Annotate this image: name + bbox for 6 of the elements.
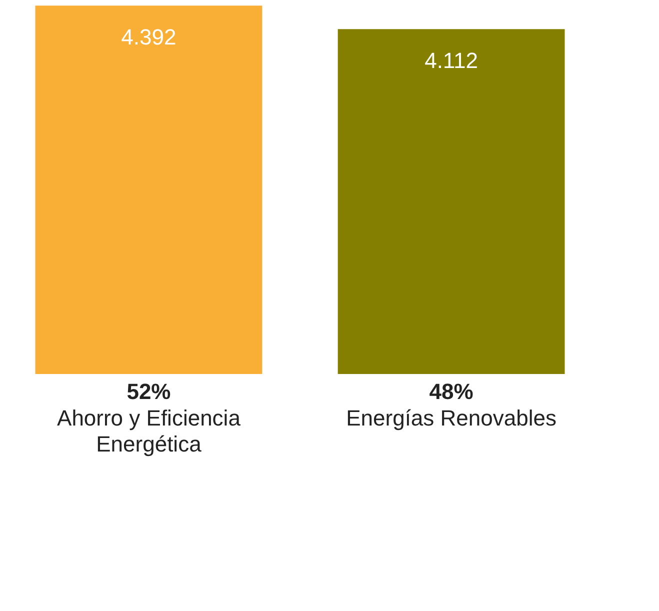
data-label: 4.392 <box>121 24 176 50</box>
text: 52% <box>126 379 171 404</box>
x-tick-label: Ahorro y Eficiencia Energética <box>57 406 242 456</box>
text: 48% <box>429 379 474 404</box>
data-label: 4.112 <box>424 48 478 74</box>
x-tick-label: Energías Renovables <box>346 406 556 430</box>
